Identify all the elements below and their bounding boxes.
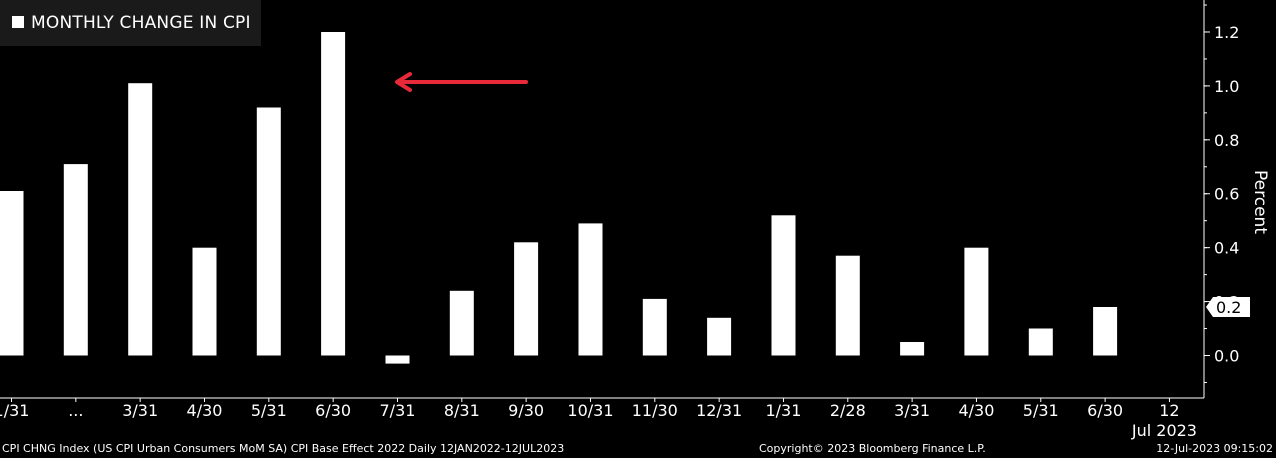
bar <box>707 317 732 356</box>
footer-timestamp: 12-Jul-2023 09:15:02 <box>1156 442 1273 455</box>
chart-legend: MONTHLY CHANGE IN CPI <box>0 0 261 46</box>
x-tick-label: 9/30 <box>508 401 544 420</box>
bar <box>964 247 989 356</box>
last-value-tag <box>1206 296 1250 317</box>
x-tick-label: 3/31 <box>122 401 158 420</box>
footer-source: CPI CHNG Index (US CPI Urban Consumers M… <box>2 442 565 455</box>
y-tick-label: 1.2 <box>1214 23 1239 42</box>
last-value-label: 0.2 <box>1216 298 1241 317</box>
x-tick-label: 4/30 <box>958 401 994 420</box>
chart-canvas: 1/31... 3/31 4/30 5/31 6/30 7/31 8/31 9/30 10/31… <box>0 0 1270 440</box>
x-tick-label: 1/31 <box>765 401 801 420</box>
bar <box>385 355 410 364</box>
legend-swatch <box>12 16 24 28</box>
bar <box>514 242 539 356</box>
bar <box>900 342 925 356</box>
bar <box>578 223 603 356</box>
annotation-arrow-head <box>395 72 412 92</box>
y-tick-label: 0.8 <box>1214 131 1239 150</box>
bar <box>321 32 346 356</box>
bar <box>128 83 153 356</box>
x-tick-label: 5/31 <box>1023 401 1059 420</box>
x-tick-label: 3/31 <box>894 401 930 420</box>
annotation-group <box>395 72 528 92</box>
bar <box>449 290 474 356</box>
bar <box>835 255 860 356</box>
x-tick-label: 4/30 <box>187 401 223 420</box>
bar <box>642 298 667 356</box>
x-tick-label: 12/31 <box>696 401 742 420</box>
x-tick-label: 12 <box>1159 401 1179 420</box>
x-tick-label: 1/31 <box>0 401 29 420</box>
bar <box>0 191 24 356</box>
y-axis-title: Percent <box>1250 170 1270 234</box>
y-tick-label: 0.6 <box>1214 185 1239 204</box>
x-tick-label: 11/30 <box>632 401 678 420</box>
x-tick-label: 6/30 <box>315 401 351 420</box>
bars-group <box>0 32 1118 364</box>
bar <box>63 164 88 356</box>
x-tick-label: 10/31 <box>567 401 613 420</box>
y-tick-label: 0.4 <box>1214 239 1239 258</box>
x-axis-labels: 1/31... 3/31 4/30 5/31 6/30 7/31 8/31 9/30 10/31… <box>0 398 1197 440</box>
bar <box>1028 328 1053 356</box>
footer-bar: CPI CHNG Index (US CPI Urban Consumers M… <box>0 440 1276 458</box>
x-tick-label: 2/28 <box>830 401 866 420</box>
y-tick-label: 0.0 <box>1214 347 1239 366</box>
x-axis-sublabel: Jul 2023 <box>1131 421 1197 440</box>
x-tick-label: 6/30 <box>1087 401 1123 420</box>
y-tick-label: 1.0 <box>1214 77 1239 96</box>
legend-label: MONTHLY CHANGE IN CPI <box>31 13 251 33</box>
x-tick-label: ... <box>68 401 83 420</box>
bar <box>256 107 281 356</box>
bar <box>1093 307 1118 356</box>
x-tick-label: 8/31 <box>444 401 480 420</box>
x-tick-label: 5/31 <box>251 401 287 420</box>
x-tick-label: 7/31 <box>380 401 416 420</box>
footer-copyright: Copyright© 2023 Bloomberg Finance L.P. <box>759 442 986 455</box>
bar <box>192 247 217 356</box>
bar <box>771 215 796 356</box>
